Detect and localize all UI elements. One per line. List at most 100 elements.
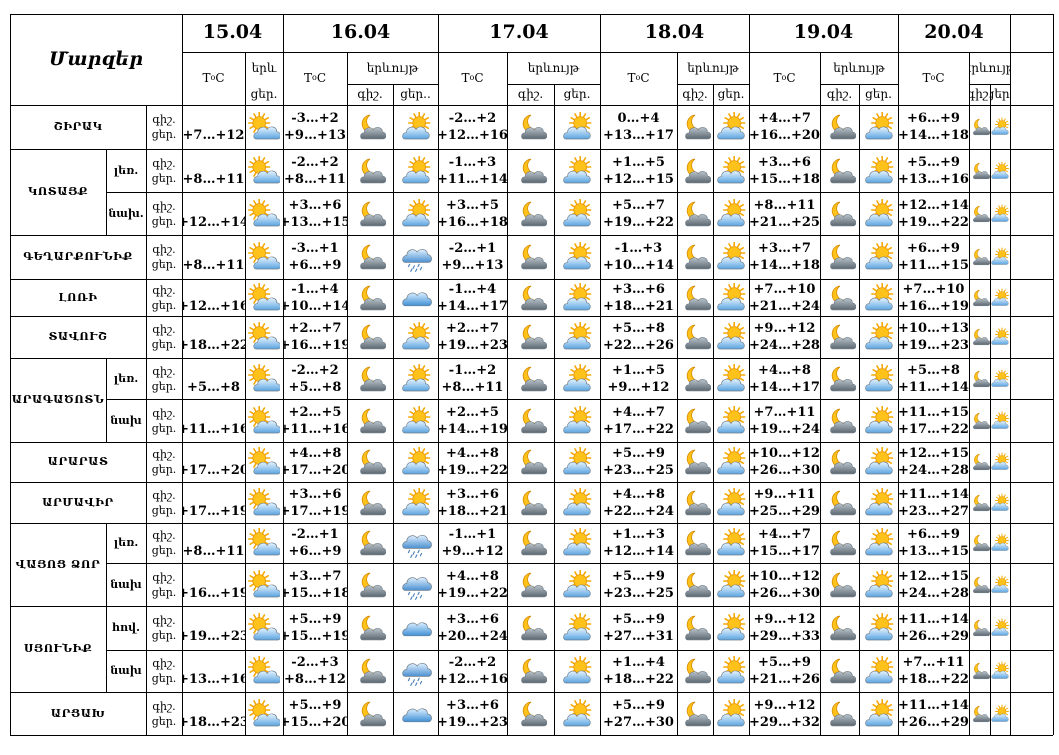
night-temp: +5…+9 — [612, 446, 665, 461]
night-temp: +3…+7 — [758, 241, 811, 256]
moon-cloud-icon — [520, 615, 547, 641]
night-temp: +1…+5 — [612, 362, 665, 378]
night-temp: +4…+8 — [288, 446, 342, 461]
day-temp: +11…+16 — [283, 421, 347, 437]
moon-cloud-icon — [829, 408, 856, 433]
cloud-sun-icon — [563, 656, 592, 684]
temperature-cell: +4…+8 +17…+20 — [283, 442, 347, 482]
moon-cloud-icon — [520, 658, 547, 684]
night-label: գիշ. — [152, 364, 176, 378]
table-top-border — [10, 14, 1053, 15]
weather-cell-night — [969, 692, 990, 735]
day-header: ցեր. — [717, 87, 745, 102]
day-temp: +18…+22 — [898, 672, 969, 687]
moon-cloud-icon — [520, 530, 547, 556]
temperature-cell: -2…+2 +8…+11 — [283, 149, 347, 192]
temperature-cell: +13…+16 — [182, 650, 245, 692]
weather-cell-night — [969, 192, 990, 235]
day-label: ցեր. — [151, 585, 177, 599]
day-temp: +19…+23 — [438, 714, 507, 730]
temperature-cell: +3…+6 +13…+15 — [283, 192, 347, 235]
moon-cloud-icon — [520, 572, 547, 597]
weather-cell-night — [347, 482, 393, 523]
cloud-sun-icon — [563, 487, 592, 515]
night-temp: +3…+6 — [446, 612, 499, 627]
region-name: ԱՐԱՐԱՏ — [47, 455, 109, 469]
night-temp: +8…+11 — [753, 197, 816, 213]
weather-cell-day — [713, 399, 749, 442]
moon-cloud-icon — [685, 701, 711, 726]
day-temp: +19…+23 — [898, 338, 969, 353]
moon-cloud-icon — [973, 576, 990, 593]
night-temp: -3…+2 — [291, 111, 339, 126]
cloud-sun-icon — [717, 242, 746, 270]
weather-cell-night — [969, 399, 990, 442]
group-divider — [10, 692, 1053, 693]
night-temp: +12…+14 — [898, 197, 969, 213]
weather-cell-night — [507, 523, 554, 563]
moon-cloud-icon — [360, 244, 386, 270]
moon-cloud-icon — [829, 449, 856, 475]
moon-cloud-icon — [829, 201, 856, 226]
temperature-cell: +5…+9 +13…+16 — [898, 149, 969, 192]
time-of-day-label: գիշ. ցեր. — [146, 523, 182, 563]
moon-cloud-icon — [360, 158, 386, 183]
sun-cloud-icon — [248, 569, 280, 597]
subregion-label: նախ — [110, 664, 142, 678]
day-temp: +24…+28 — [749, 338, 820, 353]
temp-weather-border — [820, 52, 821, 735]
night-temp: +5…+9 — [758, 655, 811, 670]
night-label: գիշ. — [152, 570, 176, 584]
weather-cell-night — [820, 692, 859, 735]
rain-icon — [401, 576, 432, 600]
night-temp: +2…+5 — [446, 404, 499, 420]
temperature-cell: +5…+7 +19…+22 — [600, 192, 677, 235]
weather-cell-night — [677, 563, 713, 606]
cloud-sun-icon — [717, 528, 746, 556]
time-of-day-label: գիշ. ցեր. — [146, 606, 182, 650]
weather-cell-night — [507, 650, 554, 692]
cloud-sun-icon — [717, 112, 746, 140]
cloud-sun-icon — [717, 198, 746, 226]
region-name: ՏԱՎՈՒՇ — [48, 330, 108, 344]
night-temp: +9…+11 — [753, 486, 816, 502]
cloud-sun-icon — [563, 198, 592, 226]
moon-cloud-icon — [973, 534, 990, 552]
subregion-label: նախ. — [108, 206, 144, 220]
temperature-cell: +12…+15 +24…+28 — [898, 442, 969, 482]
cloud-sun-icon — [563, 569, 592, 597]
temperature-cell: +8…+11 — [182, 523, 245, 563]
cloud-sun-icon — [991, 493, 1009, 511]
day-temp: +29…+32 — [749, 714, 820, 730]
date-border — [1010, 14, 1011, 735]
moon-cloud-icon — [973, 453, 990, 471]
moon-cloud-icon — [829, 530, 856, 556]
night-temp: +5…+9 — [612, 697, 665, 713]
night-temp: -1…+3 — [448, 154, 497, 170]
night-temp: +4…+8 — [758, 362, 811, 378]
moon-cloud-icon — [685, 572, 711, 597]
moon-cloud-icon — [685, 366, 711, 391]
row-divider — [106, 650, 1053, 651]
day-temp: +13…+17 — [603, 128, 674, 143]
night-temp: -2…+1 — [448, 241, 497, 256]
weather-cell-night — [677, 316, 713, 358]
cloud-sun-icon — [864, 155, 893, 183]
weather-cell-night — [969, 606, 990, 650]
night-temp: +10…+13 — [898, 321, 969, 336]
cloud-sun-icon — [401, 363, 430, 391]
weather-header: երևույթ — [527, 60, 580, 75]
weather-header: երևույթ — [687, 60, 739, 75]
weather-cell-day — [554, 279, 600, 316]
cloud-sun-icon — [864, 656, 893, 684]
weather-cell-day — [393, 316, 438, 358]
weather-cell-day — [859, 279, 898, 316]
subregion-label: նախ — [110, 413, 142, 427]
temperature-cell: -1…+3 +10…+14 — [600, 235, 677, 279]
time-of-day-label: գիշ. ցեր. — [146, 192, 182, 235]
weather-cell — [245, 399, 283, 442]
sun-cloud-icon — [248, 656, 280, 684]
